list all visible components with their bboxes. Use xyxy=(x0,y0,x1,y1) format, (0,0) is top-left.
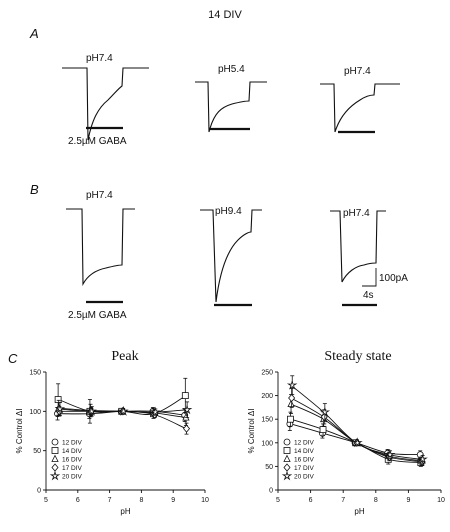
trace-a3 xyxy=(320,83,400,133)
data-point-star xyxy=(181,404,193,415)
data-point-diamond xyxy=(288,393,296,403)
panel-a-label-3: pH7.4 xyxy=(344,66,371,77)
y-tick-label: 0 xyxy=(269,488,273,495)
y-axis-label: % Control ΔI xyxy=(247,409,256,454)
x-tick-label: 6 xyxy=(309,497,313,504)
legend-label: 20 DIV xyxy=(294,474,315,481)
panel-b-label-3: pH7.4 xyxy=(343,208,370,219)
panel-b-gaba-label: 2.5µM GABA xyxy=(68,310,127,321)
trace-a2 xyxy=(195,81,267,133)
data-point-square xyxy=(319,426,327,433)
x-axis-label: pH xyxy=(120,507,130,516)
legend-marker-circle xyxy=(283,438,291,446)
trace-b2 xyxy=(200,209,262,303)
legend-label: 12 DIV xyxy=(294,440,315,447)
data-point-square xyxy=(54,396,62,403)
y-tick-label: 250 xyxy=(261,370,273,377)
scale-bar xyxy=(362,268,377,287)
y-tick-label: 0 xyxy=(37,488,41,495)
x-tick-label: 7 xyxy=(341,497,345,504)
scale-label-current: 100pA xyxy=(379,273,408,284)
data-point-diamond xyxy=(182,424,191,433)
legend-label: 16 DIV xyxy=(62,457,83,464)
chart-title: Peak xyxy=(111,349,138,364)
legend-marker-star xyxy=(281,470,293,481)
data-point-star xyxy=(417,453,428,464)
panel-a-label-1: pH7.4 xyxy=(86,53,113,64)
legend-marker-triangle xyxy=(283,454,291,462)
legend-label: 17 DIV xyxy=(294,465,315,472)
trace-a1 xyxy=(62,67,149,141)
panel-b-letter: B xyxy=(30,182,39,197)
data-point-star xyxy=(352,437,363,448)
data-point-star xyxy=(286,379,298,390)
series-star xyxy=(286,375,428,464)
x-tick-label: 6 xyxy=(76,497,80,504)
scale-label-time: 4s xyxy=(363,290,374,301)
legend-label: 20 DIV xyxy=(62,474,83,481)
series-square xyxy=(54,377,189,424)
legend-label: 16 DIV xyxy=(294,457,315,464)
trace-b1 xyxy=(66,208,135,287)
series-star xyxy=(54,401,193,419)
y-tick-label: 50 xyxy=(265,464,273,471)
panel-a-gaba-label: 2.5µM GABA xyxy=(68,136,127,147)
legend-marker-diamond xyxy=(283,463,291,472)
y-tick-label: 200 xyxy=(261,393,273,400)
chart-axes xyxy=(277,372,441,491)
x-tick-label: 9 xyxy=(406,497,410,504)
x-tick-label: 7 xyxy=(108,497,112,504)
data-point-star xyxy=(86,405,97,416)
chart-title: Steady state xyxy=(324,349,391,364)
x-tick-label: 8 xyxy=(139,497,143,504)
data-point-square xyxy=(181,392,189,400)
data-point-star xyxy=(319,406,331,417)
x-tick-label: 10 xyxy=(437,497,445,504)
x-tick-label: 9 xyxy=(171,497,175,504)
panel-c-letter: C xyxy=(8,351,18,366)
legend-marker-triangle xyxy=(51,454,59,462)
data-point-star xyxy=(384,449,396,460)
data-point-star xyxy=(118,405,129,416)
trace-b3 xyxy=(330,210,386,283)
y-tick-label: 50 xyxy=(33,448,41,455)
legend-label: 17 DIV xyxy=(62,465,83,472)
chart-axes xyxy=(45,372,205,491)
legend-label: 14 DIV xyxy=(62,448,83,455)
legend-label: 12 DIV xyxy=(62,440,83,447)
data-point-square xyxy=(287,415,294,423)
figure-title: 14 DIV xyxy=(208,9,242,21)
x-tick-label: 8 xyxy=(374,497,378,504)
x-axis-label: pH xyxy=(354,507,364,516)
data-point-star xyxy=(54,403,66,414)
panel-a-label-2: pH5.4 xyxy=(218,64,245,75)
legend-marker-star xyxy=(49,470,61,481)
x-tick-label: 5 xyxy=(276,497,280,504)
data-point-triangle xyxy=(287,399,295,407)
y-tick-label: 100 xyxy=(29,409,41,416)
y-axis-label: % Control ΔI xyxy=(15,409,24,454)
legend-label: 14 DIV xyxy=(294,448,315,455)
x-tick-label: 5 xyxy=(44,497,48,504)
panel-b-label-2: pH9.4 xyxy=(215,206,242,217)
y-tick-label: 150 xyxy=(29,370,41,377)
legend-marker-square xyxy=(283,447,291,454)
y-tick-label: 150 xyxy=(261,417,273,424)
x-tick-label: 10 xyxy=(201,497,209,504)
panel-a-letter: A xyxy=(29,26,39,41)
y-tick-label: 100 xyxy=(261,440,273,447)
legend-marker-square xyxy=(51,447,59,454)
data-point-star xyxy=(150,406,161,417)
legend-marker-diamond xyxy=(51,463,59,472)
legend-marker-circle xyxy=(51,438,59,446)
panel-b-label-1: pH7.4 xyxy=(86,190,113,201)
